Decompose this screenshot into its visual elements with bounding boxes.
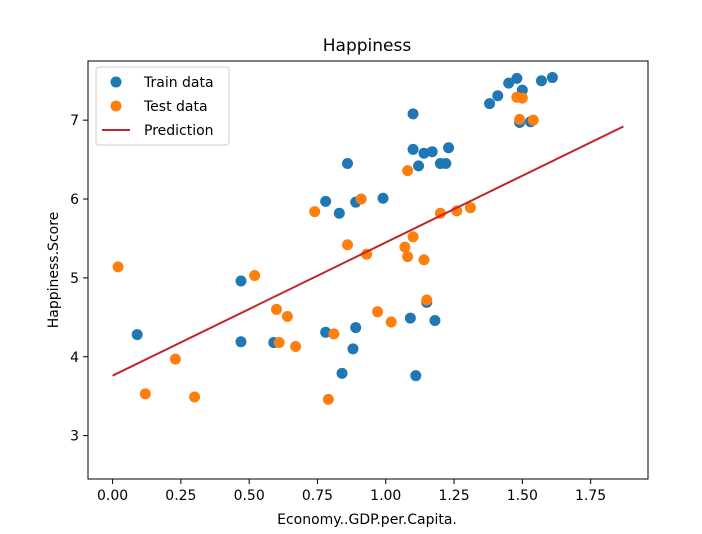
plot-area <box>112 72 624 405</box>
train-data-point <box>410 370 422 382</box>
test-data-point <box>402 165 414 177</box>
test-data-point <box>421 294 433 306</box>
test-data-point <box>322 393 334 405</box>
train-data-point <box>407 143 419 155</box>
test-data-point <box>434 207 446 219</box>
test-data-point <box>309 206 321 218</box>
x-tick-label: 1.75 <box>575 488 606 504</box>
test-data-point <box>418 254 430 266</box>
test-data-point <box>399 241 411 253</box>
test-data-point <box>290 341 302 353</box>
train-data-point <box>484 98 496 110</box>
y-tick-label: 5 <box>70 271 79 287</box>
train-data-point <box>407 108 419 120</box>
train-data-point <box>131 329 143 341</box>
train-data-point <box>511 72 523 84</box>
test-data-point <box>112 261 124 273</box>
x-axis-label: Economy..GDP.per.Capita. <box>277 512 457 528</box>
test-data-point <box>342 239 354 251</box>
legend-label: Train data <box>143 75 214 91</box>
train-data-point <box>347 343 359 355</box>
legend: Train data Test data Prediction <box>95 66 230 146</box>
legend-box <box>95 66 230 146</box>
y-tick-label: 6 <box>70 192 79 208</box>
train-data-point <box>503 77 515 89</box>
train-data-point <box>429 314 441 326</box>
test-data-point <box>385 316 397 328</box>
x-tick-label: 1.50 <box>507 488 538 504</box>
test-data-point <box>516 92 528 104</box>
train-data-point <box>235 275 247 287</box>
test-data-point <box>402 251 414 263</box>
train-data-point <box>418 147 430 159</box>
train-data-point <box>535 75 547 87</box>
y-tick-label: 4 <box>70 350 79 366</box>
train-data-point <box>342 158 354 170</box>
test-data-point <box>464 202 476 214</box>
train-data-point <box>333 207 345 219</box>
axes: 0.00 0.25 0.50 0.75 1.00 1.25 1.50 1.75 3 4 5 6 7 <box>70 113 606 504</box>
test-data-point <box>372 306 384 318</box>
train-data-point <box>404 312 416 324</box>
train-data-point <box>440 158 452 170</box>
train-data-point <box>320 326 332 338</box>
x-tick-label: 0.25 <box>165 488 196 504</box>
train-data-point <box>413 160 425 172</box>
test-data-point <box>328 328 340 340</box>
train-data-point <box>377 192 389 204</box>
test-data-point <box>169 353 181 365</box>
y-axis-label: Happiness.Score <box>46 212 62 329</box>
train-data-point <box>443 142 455 154</box>
test-data-point <box>281 311 293 323</box>
test-data-point <box>355 193 367 205</box>
train-data-point <box>350 322 362 334</box>
plot-frame <box>87 60 649 480</box>
y-tick-label: 3 <box>70 429 79 445</box>
x-tick-label: 1.25 <box>438 488 469 504</box>
test-data-point <box>249 270 261 282</box>
train-data-point <box>426 146 438 158</box>
train-data-point <box>492 90 504 102</box>
train-data-point <box>235 336 247 348</box>
test-data-point <box>189 391 201 403</box>
legend-label: Test data <box>143 99 208 115</box>
chart-title: Happiness <box>323 36 412 56</box>
train-data-point <box>336 367 348 379</box>
test-data-point <box>514 113 526 125</box>
prediction-line <box>112 125 624 377</box>
y-tick-label: 7 <box>70 113 79 129</box>
test-data-point <box>139 388 151 400</box>
x-tick-label: 0.50 <box>234 488 265 504</box>
test-data-point <box>407 231 419 243</box>
legend-label: Prediction <box>144 123 214 139</box>
test-data-point <box>527 114 539 126</box>
test-data-point <box>273 337 285 349</box>
x-tick-label: 0.00 <box>97 488 128 504</box>
test-data-point <box>270 303 282 315</box>
train-data-point <box>546 72 558 84</box>
train-data-point <box>320 195 332 207</box>
legend-dot-marker <box>110 76 122 88</box>
x-tick-label: 0.75 <box>302 488 333 504</box>
legend-dot-marker <box>110 100 122 112</box>
x-tick-label: 1.00 <box>370 488 401 504</box>
